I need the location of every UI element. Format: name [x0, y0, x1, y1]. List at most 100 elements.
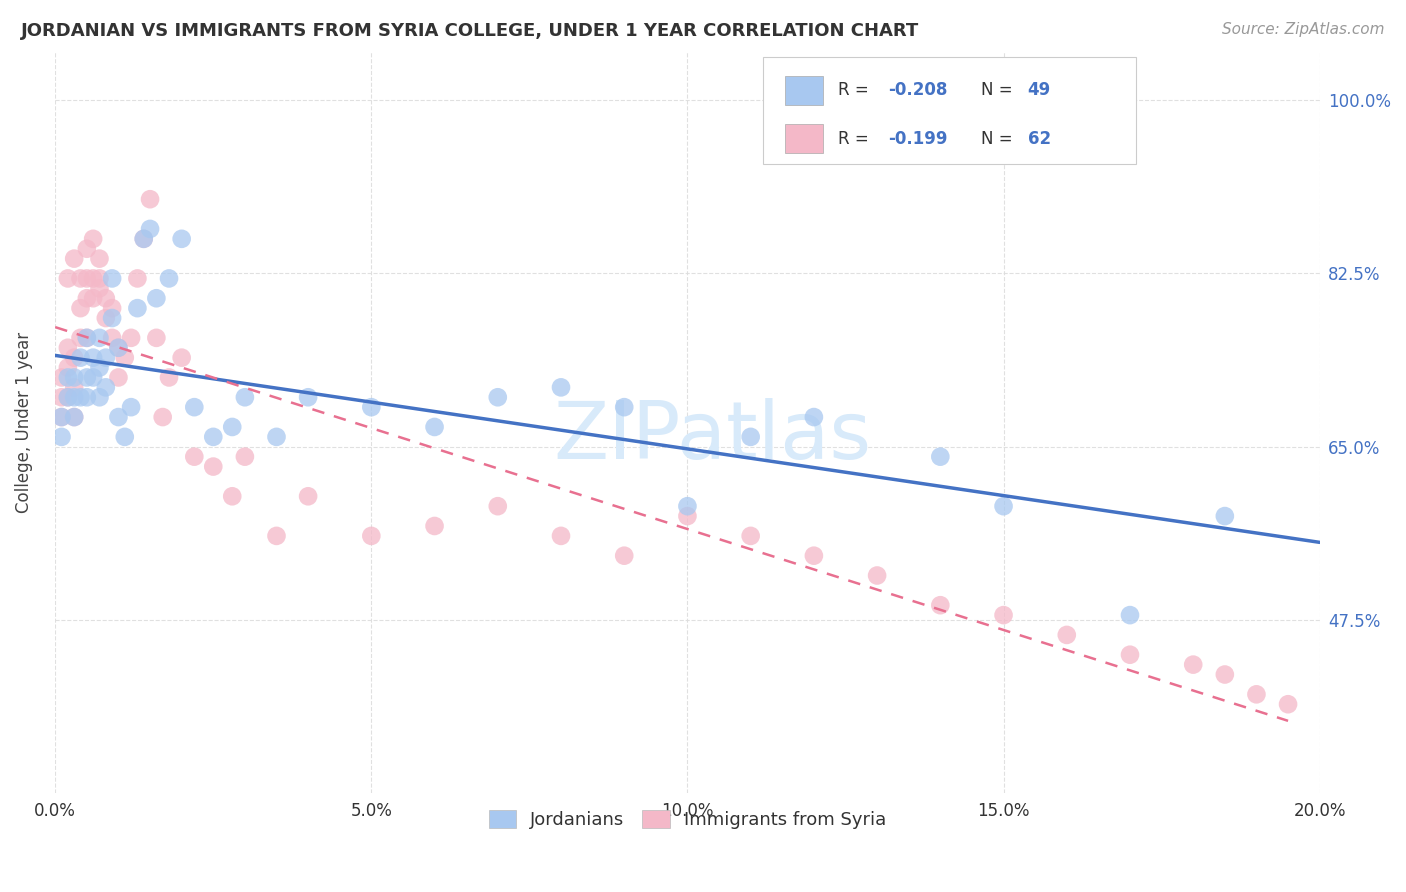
Point	[101, 271, 124, 285]
FancyBboxPatch shape	[763, 56, 1136, 164]
Text: N =: N =	[981, 129, 1018, 147]
Point	[69, 390, 91, 404]
Point	[82, 351, 104, 365]
Point	[423, 519, 446, 533]
Point	[127, 301, 149, 315]
Point	[221, 489, 243, 503]
Text: JORDANIAN VS IMMIGRANTS FROM SYRIA COLLEGE, UNDER 1 YEAR CORRELATION CHART: JORDANIAN VS IMMIGRANTS FROM SYRIA COLLE…	[21, 22, 920, 40]
Point	[76, 271, 98, 285]
Point	[183, 400, 205, 414]
Point	[107, 341, 129, 355]
Point	[107, 410, 129, 425]
FancyBboxPatch shape	[785, 124, 823, 153]
Point	[76, 390, 98, 404]
Point	[63, 380, 86, 394]
Point	[63, 410, 86, 425]
Point	[132, 232, 155, 246]
Point	[56, 341, 79, 355]
Point	[1056, 628, 1078, 642]
Point	[69, 271, 91, 285]
Point	[114, 351, 136, 365]
Point	[676, 499, 699, 513]
Point	[1119, 608, 1142, 623]
Point	[1119, 648, 1142, 662]
Point	[76, 331, 98, 345]
Point	[51, 430, 73, 444]
Text: R =: R =	[838, 129, 879, 147]
Point	[145, 331, 167, 345]
Point	[56, 271, 79, 285]
Point	[297, 390, 319, 404]
Point	[89, 390, 111, 404]
Point	[929, 598, 952, 612]
Text: 49: 49	[1028, 81, 1050, 99]
Text: ZIPatlas: ZIPatlas	[554, 398, 872, 475]
Point	[550, 529, 572, 543]
Point	[63, 370, 86, 384]
Point	[221, 420, 243, 434]
Point	[550, 380, 572, 394]
Text: R =: R =	[838, 81, 875, 99]
Point	[613, 400, 636, 414]
Point	[89, 271, 111, 285]
Point	[170, 232, 193, 246]
Point	[56, 370, 79, 384]
Point	[63, 351, 86, 365]
Point	[76, 331, 98, 345]
Point	[63, 410, 86, 425]
Point	[51, 390, 73, 404]
Point	[94, 380, 117, 394]
Point	[94, 291, 117, 305]
Point	[56, 360, 79, 375]
Point	[120, 331, 142, 345]
Point	[1213, 667, 1236, 681]
Point	[233, 390, 256, 404]
Point	[56, 390, 79, 404]
Point	[76, 242, 98, 256]
Text: -0.199: -0.199	[889, 129, 948, 147]
Point	[101, 301, 124, 315]
Point	[866, 568, 889, 582]
Point	[89, 281, 111, 295]
Point	[69, 301, 91, 315]
Point	[1246, 687, 1268, 701]
Point	[145, 291, 167, 305]
Y-axis label: College, Under 1 year: College, Under 1 year	[15, 332, 32, 513]
Point	[132, 232, 155, 246]
Text: N =: N =	[981, 81, 1018, 99]
Point	[202, 459, 225, 474]
Point	[89, 331, 111, 345]
Point	[82, 370, 104, 384]
Point	[94, 311, 117, 326]
Point	[82, 291, 104, 305]
Point	[929, 450, 952, 464]
Text: -0.208: -0.208	[889, 81, 948, 99]
FancyBboxPatch shape	[785, 76, 823, 105]
Point	[1213, 509, 1236, 524]
Point	[740, 529, 762, 543]
Point	[486, 499, 509, 513]
Point	[266, 529, 288, 543]
Point	[1182, 657, 1205, 672]
Point	[297, 489, 319, 503]
Point	[63, 252, 86, 266]
Point	[82, 271, 104, 285]
Point	[82, 232, 104, 246]
Point	[613, 549, 636, 563]
Point	[107, 370, 129, 384]
Point	[127, 271, 149, 285]
Text: Source: ZipAtlas.com: Source: ZipAtlas.com	[1222, 22, 1385, 37]
Point	[51, 410, 73, 425]
Point	[170, 351, 193, 365]
Point	[360, 529, 382, 543]
Text: 62: 62	[1028, 129, 1050, 147]
Point	[266, 430, 288, 444]
Point	[157, 271, 180, 285]
Point	[183, 450, 205, 464]
Point	[101, 331, 124, 345]
Point	[360, 400, 382, 414]
Point	[94, 351, 117, 365]
Point	[76, 370, 98, 384]
Point	[63, 390, 86, 404]
Point	[676, 509, 699, 524]
